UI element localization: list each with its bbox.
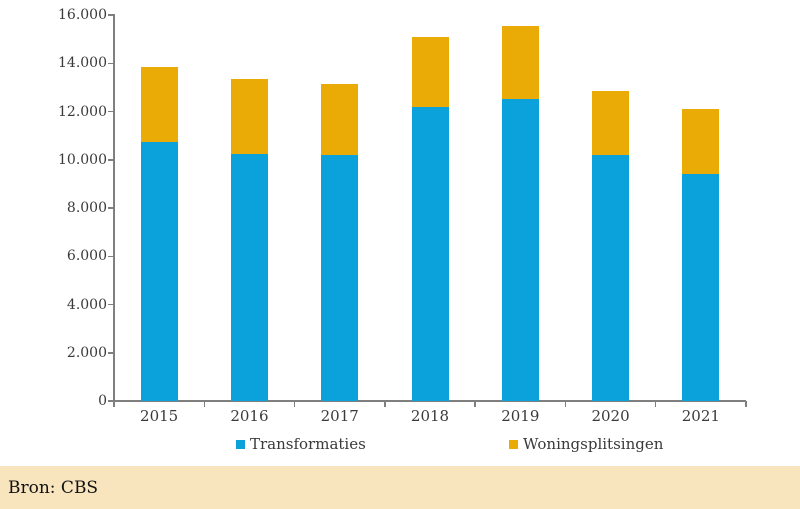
x-tick	[564, 401, 567, 407]
y-tick	[108, 400, 114, 402]
x-tick-label: 2019	[501, 407, 540, 425]
x-tick	[203, 401, 206, 407]
bar-2018-transformaties	[411, 106, 449, 401]
bar-2016-transformaties	[230, 153, 268, 401]
bar-2019-transformaties	[501, 99, 539, 401]
legend-item-transformaties: Transformaties	[236, 434, 366, 454]
legend-label-woningsplitsingen: Woningsplitsingen	[523, 435, 664, 453]
y-tick-label: 2.000	[66, 344, 107, 361]
bar-2019-woningsplitsingen	[501, 25, 539, 100]
y-tick	[108, 110, 114, 113]
y-tick	[108, 207, 114, 209]
y-tick	[108, 159, 114, 161]
chart-legend: Transformaties Woningsplitsingen	[0, 434, 800, 456]
x-tick-label: 2021	[681, 407, 720, 425]
legend-item-woningsplitsingen: Woningsplitsingen	[509, 434, 663, 454]
bar-2015-woningsplitsingen	[140, 66, 178, 142]
y-tick	[108, 14, 114, 16]
x-tick-label: 2017	[320, 407, 359, 425]
bar-2020-transformaties	[592, 154, 630, 401]
x-tick-label: 2020	[591, 407, 630, 425]
source-text: Bron: CBS	[8, 477, 99, 498]
y-tick	[108, 255, 114, 257]
x-tick-label: 2016	[230, 407, 269, 425]
bar-2015-transformaties	[140, 141, 178, 401]
x-tick	[384, 401, 386, 407]
bar-2017-transformaties	[321, 154, 359, 401]
legend-swatch-transformaties-icon	[236, 439, 245, 449]
x-tick-label: 2018	[410, 407, 450, 425]
x-tick	[474, 401, 476, 407]
y-tick-label: 6.000	[66, 248, 107, 265]
source-bar: Bron: CBS	[0, 466, 800, 509]
x-tick	[745, 401, 747, 407]
x-tick	[293, 401, 296, 407]
bar-2016-woningsplitsingen	[230, 78, 268, 154]
legend-swatch-woningsplitsingen-icon	[509, 439, 518, 449]
y-tick	[108, 303, 114, 306]
legend-label-transformaties: Transformaties	[250, 435, 366, 453]
x-tick	[654, 401, 657, 407]
y-tick-label: 16.000	[58, 7, 107, 23]
y-tick-label: 8.000	[66, 200, 107, 216]
y-tick	[108, 62, 114, 64]
y-tick-label: 4.000	[66, 296, 107, 313]
stacked-bar-chart: 0 2.000 4.000 6.000 8.000 10.000 12.000 14.000 1…	[58, 7, 747, 425]
bar-2017-woningsplitsingen	[321, 83, 359, 155]
bar-2018-woningsplitsingen	[411, 36, 449, 107]
bar-2020-woningsplitsingen	[592, 90, 630, 155]
y-tick	[108, 352, 114, 354]
bar-2021-transformaties	[682, 174, 720, 401]
bar-2021-woningsplitsingen	[682, 109, 720, 175]
x-tick-label: 2015	[140, 407, 179, 425]
y-tick-label: 0	[98, 393, 107, 409]
y-tick-label: 10.000	[58, 151, 107, 168]
y-tick-label: 12.000	[58, 103, 107, 120]
x-tick	[113, 401, 115, 407]
y-tick-label: 14.000	[58, 55, 107, 72]
